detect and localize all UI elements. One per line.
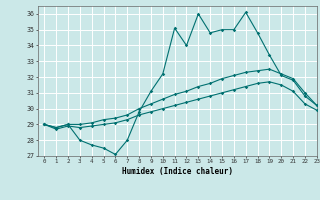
X-axis label: Humidex (Indice chaleur): Humidex (Indice chaleur) (122, 167, 233, 176)
